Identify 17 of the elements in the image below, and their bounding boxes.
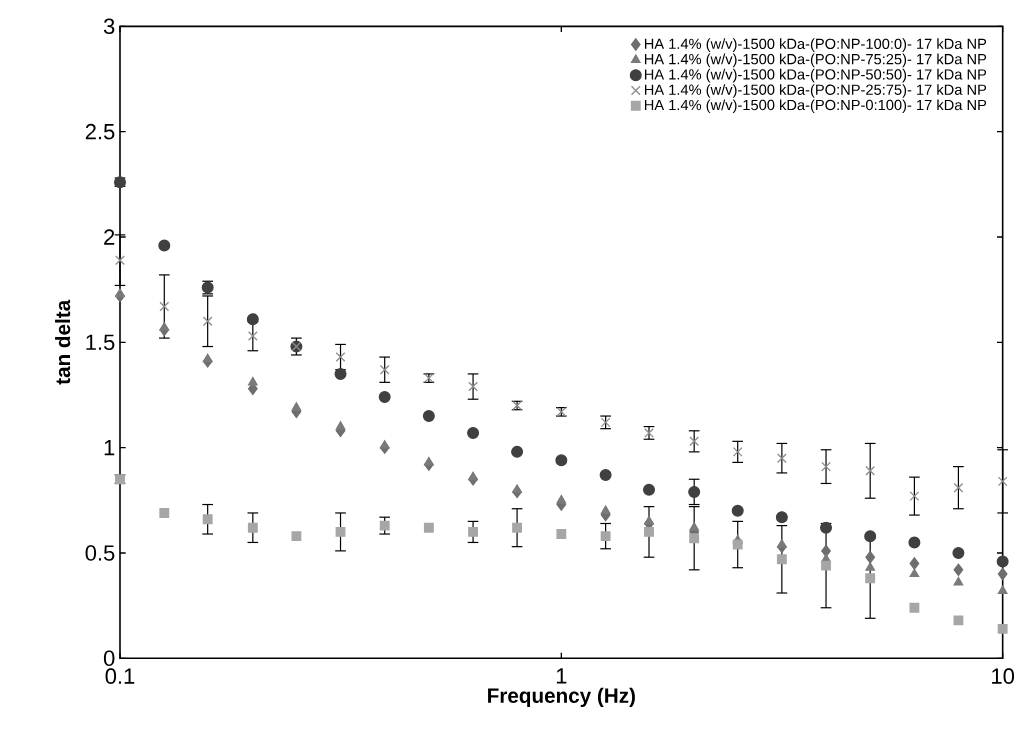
x-tick-label: 0.1 — [105, 668, 135, 684]
legend-label: HA 1.4% (w/v)-1500 kDa-(PO:NP-75:25)- 17 kDa NP — [644, 53, 987, 68]
x-tick-label: 1 — [556, 668, 567, 684]
legend-label: HA 1.4% (w/v)-1500 kDa-(PO:NP-100:0)- 17 kDa NP — [644, 38, 987, 52]
x-tick-label: 10 — [992, 668, 1015, 684]
y-tick-label: 2 — [104, 229, 115, 245]
legend-label: HA 1.4% (w/v)-1500 kDa-(PO:NP-0:100)- 17 kDa NP — [644, 99, 987, 114]
y-tick-label: 1.5 — [86, 334, 115, 350]
y-tick-label: 2.5 — [85, 123, 115, 140]
y-axis-title: tan delta — [55, 299, 71, 385]
legend-label: HA 1.4% (w/v)-1500 kDa-(PO:NP-50:50)- 17 kDa NP — [644, 68, 987, 83]
x-axis-title: Frequency (Hz) — [488, 687, 635, 708]
y-tick-label: 0 — [103, 650, 115, 667]
legend-label: HA 1.4% (w/v)-1500 kDa-(PO:NP-25:75)- 17 kDa NP — [644, 84, 987, 98]
y-tick-label: 3 — [103, 18, 115, 35]
y-tick-label: 0.5 — [85, 545, 115, 561]
y-tick-label: 1 — [104, 440, 115, 456]
